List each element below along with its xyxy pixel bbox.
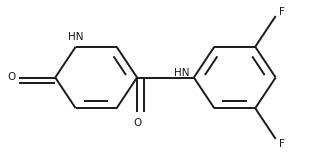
Text: F: F xyxy=(279,139,285,148)
Text: O: O xyxy=(7,73,15,82)
Text: HN: HN xyxy=(68,32,83,42)
Text: F: F xyxy=(279,7,285,17)
Text: HN: HN xyxy=(174,68,190,78)
Text: O: O xyxy=(133,118,141,128)
